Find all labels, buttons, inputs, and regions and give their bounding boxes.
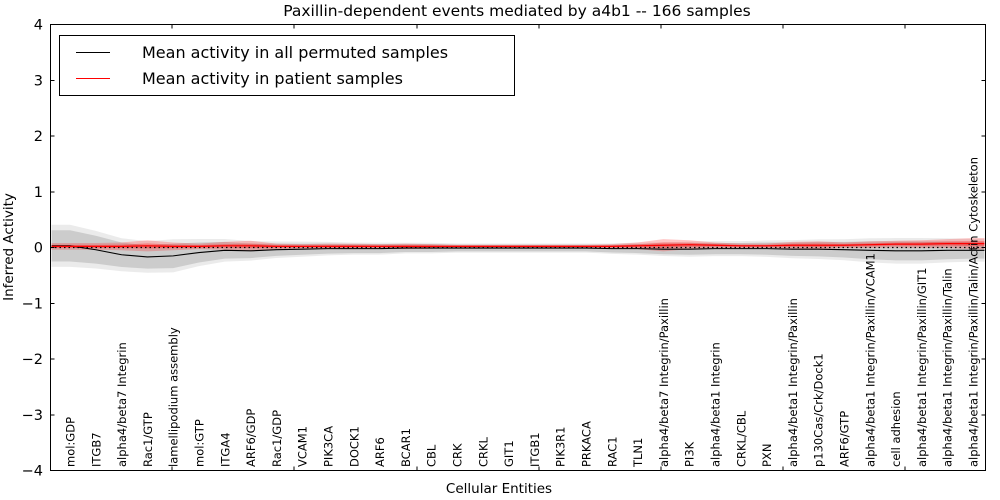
x-category-label: PRKACA: [580, 421, 594, 467]
chart-title: Paxillin-dependent events mediated by a4…: [283, 2, 751, 20]
x-category-label: cell adhesion: [889, 391, 903, 467]
x-category-label: CRKL/CBL: [734, 410, 748, 467]
x-category-label: VCAM1: [296, 426, 310, 467]
x-category-label: mol:GDP: [64, 417, 78, 467]
patient-mean-line: [51, 242, 985, 247]
x-category-label: alpha4/beta7 Integrin/Paxillin: [657, 298, 671, 467]
x-category-label: RAC1: [605, 436, 619, 467]
y-tick-label: 2: [34, 129, 43, 145]
y-axis-label: Inferred Activity: [1, 193, 17, 301]
x-category-label: BCAR1: [399, 428, 413, 467]
permuted-band: [51, 230, 985, 269]
x-category-label: PI3K: [683, 441, 697, 467]
x-category-label: ARF6/GTP: [838, 411, 852, 467]
permuted-mean-line: [51, 245, 985, 258]
y-tick-label: −1: [22, 296, 43, 312]
legend-label: Mean activity in all permuted samples: [142, 43, 449, 62]
x-category-label: alpha4/beta1 Integrin/Paxillin/Talin/Act…: [967, 157, 981, 467]
x-category-label: Rac1/GDP: [270, 410, 284, 467]
legend-entry-patient: Mean activity in patient samples: [76, 69, 514, 88]
x-category-label: alpha4/beta1 Integrin/Paxillin: [786, 298, 800, 467]
y-tick-label: −3: [22, 408, 43, 424]
y-tick-label: 3: [34, 73, 43, 89]
x-category-label: DOCK1: [347, 426, 361, 467]
x-category-label: p130Cas/Crk/Dock1: [812, 353, 826, 467]
x-category-label: PIK3CA: [322, 426, 336, 467]
x-category-label: alpha4/beta1 Integrin/Paxillin/GIT1: [915, 268, 929, 467]
x-category-label: alpha4/beta1 Integrin: [709, 342, 723, 467]
x-category-label: CRK: [451, 443, 465, 467]
legend-label: Mean activity in patient samples: [142, 69, 403, 88]
x-category-label: PXN: [760, 444, 774, 467]
legend: Mean activity in all permuted samples Me…: [59, 35, 515, 96]
y-tick-label: 4: [34, 18, 43, 34]
x-category-label: lamellipodium assembly: [167, 327, 181, 467]
x-category-label: alpha4/beta1 Integrin/Paxillin/VCAM1: [863, 253, 877, 467]
x-category-label: mol:GTP: [193, 419, 207, 467]
x-category-label: alpha4/beta1 Integrin/Paxillin/Talin: [941, 268, 955, 467]
x-category-label: ARF6: [373, 437, 387, 467]
x-category-label: GIT1: [502, 440, 516, 467]
x-category-label: ITGB1: [528, 432, 542, 467]
x-category-label: Rac1/GTP: [141, 412, 155, 467]
legend-entry-permuted: Mean activity in all permuted samples: [76, 43, 514, 62]
x-category-label: TLN1: [631, 438, 645, 468]
x-category-label: CRKL: [476, 436, 490, 467]
y-tick-label: 0: [34, 241, 43, 257]
y-tick-label: −2: [22, 352, 43, 368]
y-tick-label: 1: [34, 185, 43, 201]
x-category-label: PIK3R1: [554, 427, 568, 468]
legend-line-sample-black: [76, 52, 110, 53]
x-category-label: alpha4/beta7 Integrin: [115, 342, 129, 467]
permuted-band-outer: [51, 224, 985, 273]
x-category-label: ITGA4: [218, 432, 232, 467]
x-category-label: ITGB7: [89, 432, 103, 467]
x-axis-label: Cellular Entities: [445, 481, 553, 497]
y-tick-label: −4: [22, 464, 43, 480]
legend-line-sample-red: [76, 78, 110, 79]
x-category-label: ARF6/GDP: [244, 409, 258, 467]
x-category-label: CBL: [425, 444, 439, 467]
